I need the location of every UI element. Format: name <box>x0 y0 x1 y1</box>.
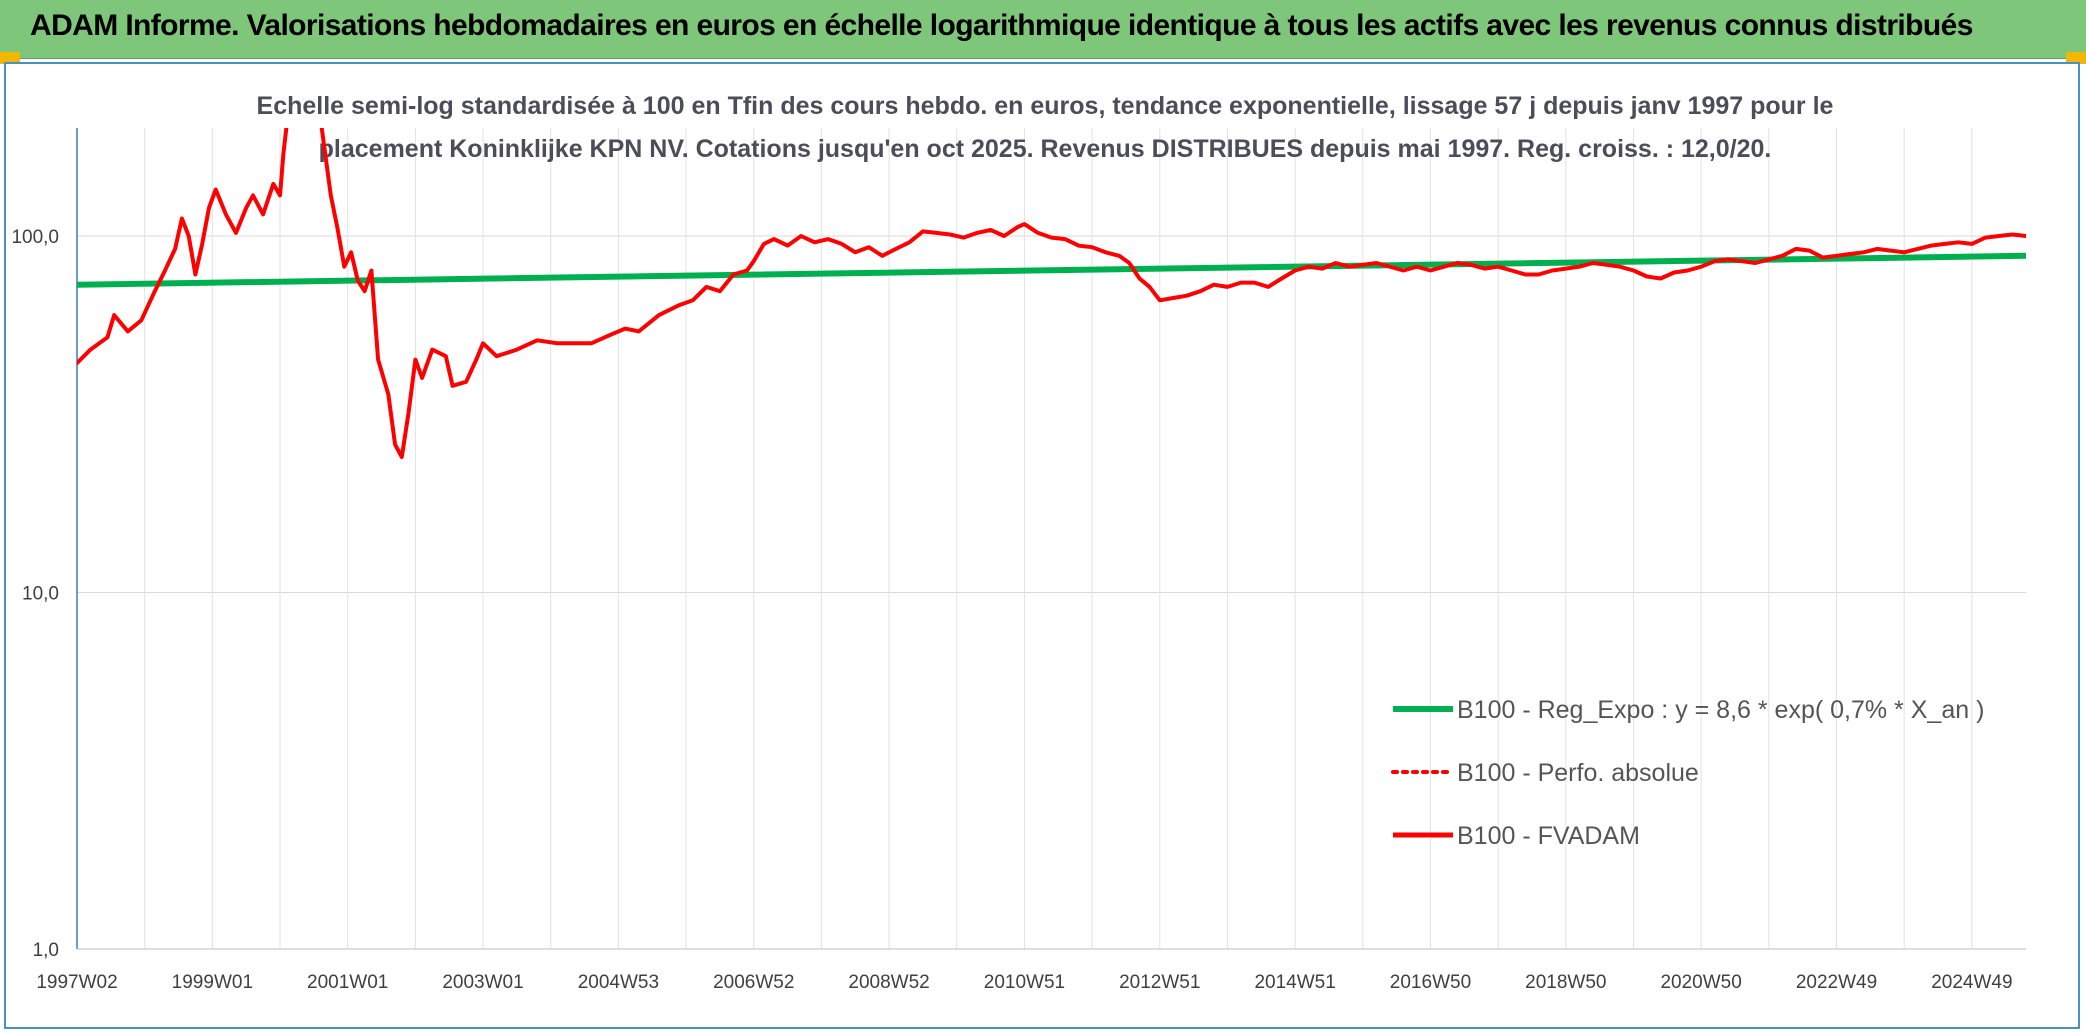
chart-title-line-1: Echelle semi-log standardisée à 100 en T… <box>257 92 1834 120</box>
x-tick-label: 2003W01 <box>442 972 523 993</box>
report-title: ADAM Informe. Valorisations hebdomadaire… <box>30 9 1973 42</box>
x-tick-label: 2018W50 <box>1525 972 1606 993</box>
y-tick-label: 100,0 <box>11 227 59 248</box>
axes: 1,0 10,0 100,0 1997W02 1999W01 2001W01 2003W01… <box>11 128 2026 993</box>
legend-label-2: B100 - Perfo. absolue <box>1457 759 1699 787</box>
y-tick-label: 1,0 <box>33 940 59 961</box>
x-tick-label: 2020W50 <box>1660 972 1741 993</box>
x-tick-label: 2012W51 <box>1119 972 1200 993</box>
x-tick-label: 2016W50 <box>1390 972 1471 993</box>
series <box>77 128 2026 459</box>
corner-marker-left <box>0 52 20 64</box>
legend: B100 - Reg_Expo : y = 8,6 * exp( 0,7% * … <box>1391 696 1984 850</box>
x-tick-label: 2004W53 <box>578 972 659 993</box>
x-tick-label: 1997W02 <box>36 972 117 993</box>
series-line-1 <box>77 252 2026 288</box>
x-tick-label: 2001W01 <box>307 972 388 993</box>
corner-marker-right <box>2066 52 2086 64</box>
x-tick-label: 2022W49 <box>1796 972 1877 993</box>
x-tick-label: 2006W52 <box>713 972 794 993</box>
x-tick-label: 2024W49 <box>1931 972 2012 993</box>
x-tick-label: 1999W01 <box>172 972 253 993</box>
y-tick-label: 10,0 <box>22 584 59 605</box>
legend-label-3: B100 - FVADAM <box>1457 822 1640 850</box>
series-line-3 <box>77 128 2026 459</box>
chart-frame <box>4 62 2080 1029</box>
x-tick-label: 2014W51 <box>1254 972 1335 993</box>
grid <box>76 128 2026 950</box>
x-tick-label: 2008W52 <box>848 972 929 993</box>
x-tick-label: 2010W51 <box>984 972 1065 993</box>
report-banner: ADAM Informe. Valorisations hebdomadaire… <box>0 0 2086 59</box>
chart-title-line-2: placement Koninklijke KPN NV. Cotations … <box>319 135 1772 163</box>
legend-label-1: B100 - Reg_Expo : y = 8,6 * exp( 0,7% * … <box>1457 696 1984 724</box>
